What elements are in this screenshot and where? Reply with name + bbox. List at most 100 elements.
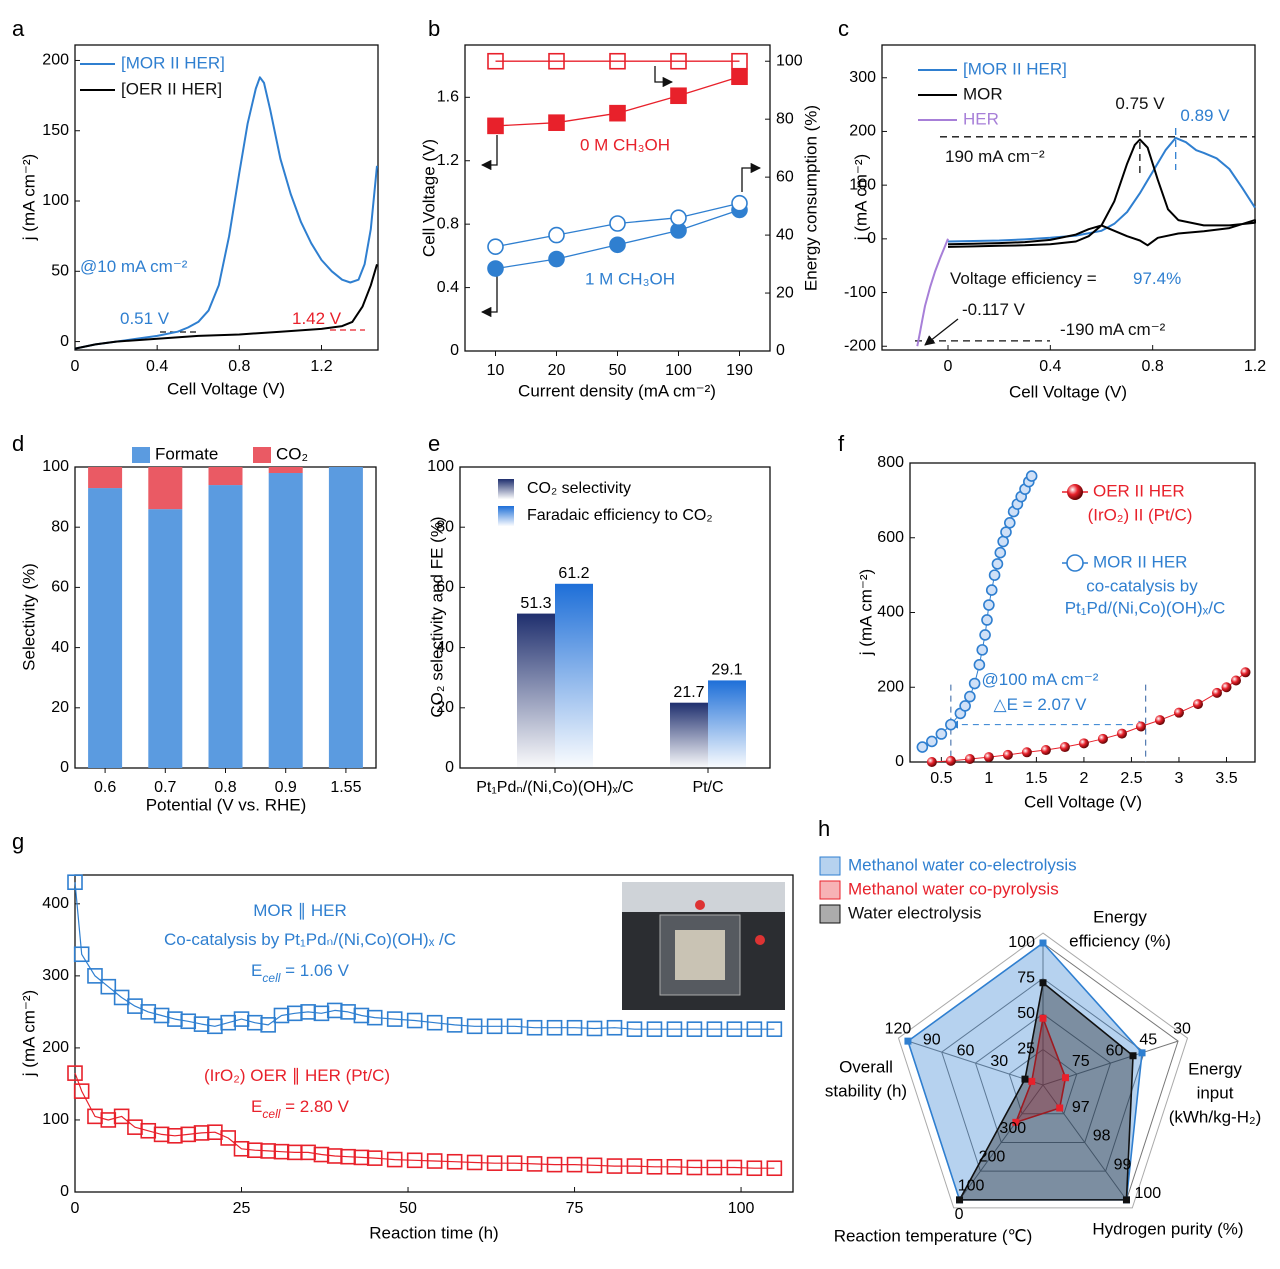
legend-swatch bbox=[253, 447, 271, 463]
bar bbox=[555, 583, 593, 768]
plot-frame bbox=[74, 874, 794, 1193]
legend-swatch bbox=[498, 479, 514, 499]
legend-label: [MOR II HER] bbox=[121, 53, 225, 72]
axis-arrow bbox=[480, 275, 498, 318]
marker bbox=[686, 1159, 703, 1176]
annotation-part: Co-catalysis by Pt₁Pdₙ/(Ni,Co)(OH)ₓ /C bbox=[164, 930, 456, 949]
marker bbox=[1116, 728, 1127, 739]
legend-label: Water electrolysis bbox=[848, 903, 982, 922]
series-line bbox=[74, 1072, 775, 1169]
marker bbox=[1025, 470, 1038, 482]
annotation-part: = 1.06 V bbox=[280, 961, 349, 980]
y-tick-label: 80 bbox=[51, 518, 69, 535]
radar-area bbox=[958, 981, 1134, 1201]
bar bbox=[268, 473, 303, 768]
marker bbox=[466, 1154, 483, 1171]
marker bbox=[1135, 721, 1146, 732]
panel-letter: d bbox=[12, 431, 24, 456]
radar-point bbox=[1122, 1196, 1130, 1204]
y-axis-label: CO₂ selectivity and FE (%) bbox=[427, 516, 446, 717]
grid-ring bbox=[941, 977, 1145, 1172]
marker bbox=[609, 52, 626, 70]
annotation-part: Voltage efficiency = bbox=[950, 269, 1097, 288]
marker bbox=[1067, 484, 1083, 500]
annotation: @100 mA cm⁻² bbox=[982, 670, 1099, 689]
marker bbox=[670, 52, 687, 70]
marker bbox=[366, 1009, 383, 1026]
y-tick-label: 40 bbox=[51, 639, 69, 656]
annotation: (IrO₂) OER ∥ HER (Pt/C) bbox=[204, 1066, 390, 1085]
x-tick-label: 100 bbox=[728, 1200, 755, 1217]
radar-axis-label: Energy bbox=[1188, 1059, 1242, 1078]
marker bbox=[466, 1018, 483, 1035]
radar-point bbox=[1039, 939, 1047, 947]
marker bbox=[548, 250, 565, 268]
marker bbox=[113, 1108, 130, 1125]
y-tick-label: 100 bbox=[42, 192, 69, 209]
y-tick-label: 0 bbox=[60, 759, 69, 776]
x-tick-label: 0.8 bbox=[214, 779, 236, 796]
x-tick-label: 25 bbox=[233, 1200, 251, 1217]
legend-swatch bbox=[819, 904, 841, 924]
x-tick-label: 0 bbox=[944, 358, 953, 375]
marker bbox=[546, 1019, 563, 1036]
y-tick-label: 150 bbox=[42, 122, 69, 139]
y-tick-label: 0 bbox=[445, 759, 454, 776]
marker bbox=[220, 1130, 236, 1146]
marker bbox=[1154, 715, 1165, 726]
annotation-part: MOR ∥ HER bbox=[253, 901, 347, 920]
bar bbox=[88, 467, 123, 489]
x-tick-label: 20 bbox=[548, 362, 566, 379]
marker bbox=[526, 1019, 543, 1036]
y-tick-label: 1.6 bbox=[437, 89, 459, 106]
x-axis-label: Potential (V vs. RHE) bbox=[146, 795, 307, 814]
marker bbox=[487, 52, 504, 70]
series-line bbox=[947, 138, 1256, 248]
radar-axis-label: Reaction temperature (℃) bbox=[834, 1226, 1033, 1245]
series-line bbox=[74, 264, 378, 350]
axis-arrow bbox=[654, 66, 674, 88]
marker bbox=[386, 1151, 403, 1168]
marker bbox=[726, 1021, 743, 1037]
marker bbox=[526, 1156, 543, 1172]
series-label: 1 M CH₃OH bbox=[585, 269, 675, 288]
axis-arrow bbox=[480, 135, 498, 171]
marker bbox=[964, 690, 976, 703]
axis-arrow bbox=[741, 162, 762, 192]
x-tick-label: 0.8 bbox=[1142, 358, 1164, 375]
marker bbox=[426, 1153, 443, 1169]
y2-tick-label: 80 bbox=[776, 110, 794, 127]
x-tick-label: 1 bbox=[984, 770, 993, 787]
radar-point bbox=[1021, 1075, 1029, 1083]
bar bbox=[268, 467, 303, 474]
marker bbox=[706, 1021, 723, 1037]
radar-point bbox=[1129, 1052, 1137, 1060]
y-axis-label: j (mA cm⁻²) bbox=[851, 154, 870, 241]
radar-tick-label: 60 bbox=[957, 1042, 975, 1059]
marker bbox=[406, 1152, 423, 1169]
panel-letter: h bbox=[818, 816, 830, 841]
legend-label: MOR bbox=[963, 84, 1003, 103]
annotation: 97.4% bbox=[1133, 269, 1181, 288]
annotation-part: = 2.80 V bbox=[280, 1097, 349, 1116]
y-tick-label: 80 bbox=[436, 518, 454, 535]
spoke bbox=[1042, 1084, 1127, 1201]
bar bbox=[708, 680, 746, 768]
marker bbox=[731, 194, 748, 212]
annotation-part: E bbox=[251, 1097, 262, 1116]
bar bbox=[328, 467, 363, 768]
marker bbox=[67, 1065, 83, 1081]
annotation: 0.89 V bbox=[1180, 106, 1230, 125]
legend-label: Methanol water co-electrolysis bbox=[848, 855, 1077, 874]
outer-frame bbox=[897, 932, 1189, 1209]
marker bbox=[1221, 682, 1232, 693]
legend-label: HER bbox=[963, 109, 999, 128]
annotation-part: △E = 2.07 V bbox=[994, 695, 1088, 714]
x-tick-label: 1.2 bbox=[310, 358, 332, 375]
radar-point bbox=[1028, 1077, 1036, 1085]
y-tick-label: 400 bbox=[42, 895, 69, 912]
marker bbox=[486, 1155, 503, 1171]
marker bbox=[548, 52, 565, 70]
plot-frame bbox=[881, 44, 1256, 351]
